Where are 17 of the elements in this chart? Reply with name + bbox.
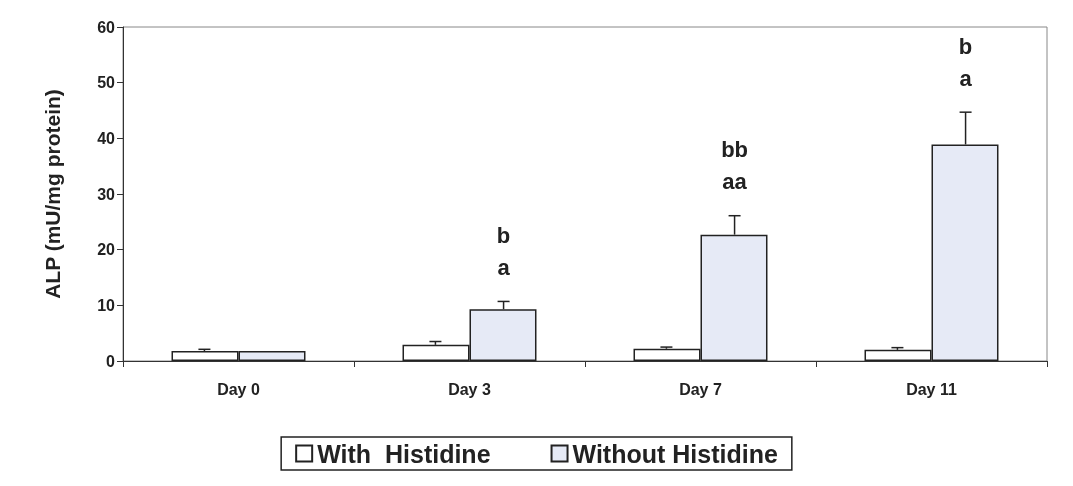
y-tick-label: 40	[97, 129, 116, 147]
y-axis-title: ALP (mU/mg protein)	[41, 89, 64, 299]
y-tick-label: 10	[97, 296, 116, 314]
y-tick-label: 30	[97, 185, 116, 203]
legend-label: Without Histidine	[572, 439, 778, 468]
x-tick-label: Day 0	[217, 380, 260, 398]
annotation: b a	[958, 33, 973, 91]
y-tick-label: 60	[97, 18, 116, 36]
y-tick-label: 50	[97, 74, 116, 92]
y-tick-label: 0	[106, 352, 116, 370]
annotation: b a	[496, 222, 511, 280]
x-tick-label: Day 3	[448, 380, 491, 398]
legend-label: With Histidine	[317, 439, 491, 468]
x-tick-label: Day 11	[906, 380, 957, 398]
x-tick-label: Day 7	[679, 380, 722, 398]
y-tick-label: 20	[97, 241, 116, 259]
annotation: bb aa	[721, 137, 749, 195]
